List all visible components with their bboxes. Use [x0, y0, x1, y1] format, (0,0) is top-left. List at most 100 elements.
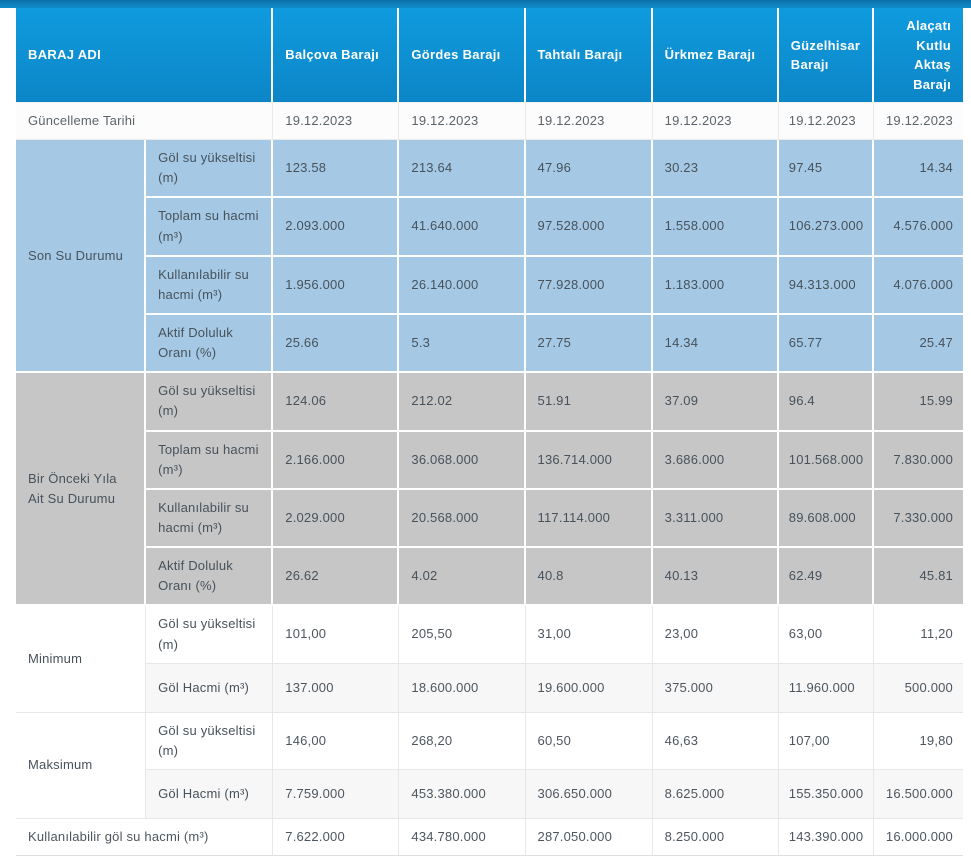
- metric-label: Kullanılabilir su hacmi (m³): [146, 256, 274, 315]
- metric-label: Toplam su hacmi (m³): [146, 198, 274, 257]
- value-cell: 51.91: [525, 373, 653, 432]
- value-cell: 19.12.2023: [525, 102, 653, 141]
- table-row: Maksimum Göl su yükseltisi (m) 146,00 268,2…: [16, 712, 963, 819]
- table-row: Bir Önceki Yıla Ait Su Durumu Göl su yüks…: [16, 373, 963, 607]
- table-row: Toplam su hacmi (m³) 2.166.000 36.068.000 1…: [16, 431, 963, 490]
- value-cell: 18.600.000: [399, 663, 526, 713]
- value-cell: 30.23: [652, 140, 779, 199]
- value-cell: 375.000: [652, 663, 779, 713]
- value-cell: 20.568.000: [399, 489, 526, 549]
- value-cell: 124.06: [273, 373, 400, 432]
- value-cell: 25.47: [873, 314, 963, 374]
- value-cell: 1.183.000: [652, 256, 779, 315]
- table-row: Göl Hacmi (m³) 7.759.000 453.380.000 306.65…: [16, 769, 963, 819]
- value-cell: 14.34: [652, 314, 779, 374]
- value-cell: 26.140.000: [399, 256, 526, 315]
- metric-label: Göl su yükseltisi (m): [146, 712, 274, 770]
- value-cell: 306.650.000: [525, 769, 653, 819]
- value-cell: 19.12.2023: [399, 102, 526, 141]
- value-cell: 15.99: [873, 373, 963, 432]
- value-cell: 19.600.000: [525, 663, 653, 713]
- value-cell: 11.960.000: [778, 663, 874, 713]
- value-cell: 26.62: [273, 548, 400, 607]
- value-cell: 7.330.000: [873, 489, 963, 549]
- table-header: BARAJ ADI Balçova Barajı Gördes Barajı T…: [16, 8, 963, 102]
- section-label: Bir Önceki Yıla Ait Su Durumu: [16, 373, 147, 607]
- value-cell: 19.12.2023: [778, 102, 874, 141]
- value-cell: 2.029.000: [273, 489, 400, 549]
- value-cell: 41.640.000: [399, 198, 526, 257]
- table-row: Son Su Durumu Göl su yükseltisi (m) 123.58…: [16, 140, 963, 374]
- section-label: Son Su Durumu: [16, 140, 147, 374]
- value-cell: 45.81: [873, 548, 963, 607]
- value-cell: 268,20: [399, 712, 526, 770]
- value-cell: 107,00: [778, 712, 874, 770]
- value-cell: 137.000: [273, 663, 400, 713]
- value-cell: 19.12.2023: [273, 102, 400, 141]
- value-cell: 205,50: [399, 606, 526, 664]
- value-cell: 143.390.000: [778, 818, 874, 856]
- value-cell: 213.64: [399, 140, 526, 199]
- value-cell: 434.780.000: [399, 818, 526, 856]
- value-cell: 65.77: [778, 314, 874, 374]
- value-cell: 1.956.000: [273, 256, 400, 315]
- table-row: Toplam su hacmi (m³) 2.093.000 41.640.000 9…: [16, 198, 963, 257]
- table-row: Kullanılabilir su hacmi (m³) 1.956.000 26.…: [16, 256, 963, 315]
- usable-lake-volume-row: Kullanılabilir göl su hacmi (m³) 7.622.0…: [16, 818, 963, 856]
- metric-label: Aktif Doluluk Oranı (%): [146, 314, 274, 374]
- table-row: Aktif Doluluk Oranı (%) 25.66 5.3 27.75 14.3…: [16, 314, 963, 374]
- top-accent-bar: [0, 0, 971, 8]
- metric-label: Göl su yükseltisi (m): [146, 373, 274, 432]
- metric-label: Toplam su hacmi (m³): [146, 431, 274, 490]
- value-cell: 60,50: [525, 712, 653, 770]
- dam-status-table-wrapper: BARAJ ADI Balçova Barajı Gördes Barajı T…: [16, 8, 963, 856]
- table-row: Kullanılabilir su hacmi (m³) 2.029.000 20.…: [16, 489, 963, 549]
- table-footer: Kullanılabilir göl su hacmi (m³) 7.622.0…: [16, 818, 963, 856]
- value-cell: 19.12.2023: [873, 102, 963, 141]
- table-row: Minimum Göl su yükseltisi (m) 101,00 205,50…: [16, 606, 963, 713]
- value-cell: 8.250.000: [652, 818, 779, 856]
- value-cell: 63,00: [778, 606, 874, 664]
- value-cell: 7.830.000: [873, 431, 963, 490]
- column-header-baraj-adi: BARAJ ADI: [16, 8, 274, 102]
- value-cell: 4.076.000: [873, 256, 963, 315]
- value-cell: 40.13: [652, 548, 779, 607]
- value-cell: 3.686.000: [652, 431, 779, 490]
- section-label: Minimum: [16, 606, 147, 713]
- column-header-gordes: Gördes Barajı: [399, 8, 526, 102]
- value-cell: 7.622.000: [273, 818, 400, 856]
- value-cell: 146,00: [273, 712, 400, 770]
- table-body: Güncelleme Tarihi 19.12.2023 19.12.2023 …: [16, 102, 963, 819]
- value-cell: 4.02: [399, 548, 526, 607]
- dam-status-table: BARAJ ADI Balçova Barajı Gördes Barajı T…: [16, 8, 963, 856]
- usable-lake-volume-label: Kullanılabilir göl su hacmi (m³): [16, 818, 274, 856]
- update-date-label: Güncelleme Tarihi: [16, 102, 274, 141]
- value-cell: 1.558.000: [652, 198, 779, 257]
- value-cell: 212.02: [399, 373, 526, 432]
- value-cell: 136.714.000: [525, 431, 653, 490]
- value-cell: 97.45: [778, 140, 874, 199]
- value-cell: 2.093.000: [273, 198, 400, 257]
- value-cell: 3.311.000: [652, 489, 779, 549]
- value-cell: 77.928.000: [525, 256, 653, 315]
- value-cell: 25.66: [273, 314, 400, 374]
- value-cell: 16.500.000: [873, 769, 963, 819]
- value-cell: 106.273.000: [778, 198, 874, 257]
- value-cell: 19.12.2023: [652, 102, 779, 141]
- value-cell: 123.58: [273, 140, 400, 199]
- column-header-guzelhisar: Güzelhisar Barajı: [778, 8, 874, 102]
- metric-label: Kullanılabilir su hacmi (m³): [146, 489, 274, 549]
- value-cell: 14.34: [873, 140, 963, 199]
- value-cell: 31,00: [525, 606, 653, 664]
- table-row: Göl Hacmi (m³) 137.000 18.600.000 19.600.00…: [16, 663, 963, 713]
- value-cell: 8.625.000: [652, 769, 779, 819]
- value-cell: 7.759.000: [273, 769, 400, 819]
- table-row: Aktif Doluluk Oranı (%) 26.62 4.02 40.8 40.1…: [16, 548, 963, 607]
- value-cell: 4.576.000: [873, 198, 963, 257]
- value-cell: 62.49: [778, 548, 874, 607]
- value-cell: 19,80: [873, 712, 963, 770]
- value-cell: 47.96: [525, 140, 653, 199]
- value-cell: 97.528.000: [525, 198, 653, 257]
- column-header-tahtali: Tahtalı Barajı: [525, 8, 653, 102]
- metric-label: Göl Hacmi (m³): [146, 769, 274, 819]
